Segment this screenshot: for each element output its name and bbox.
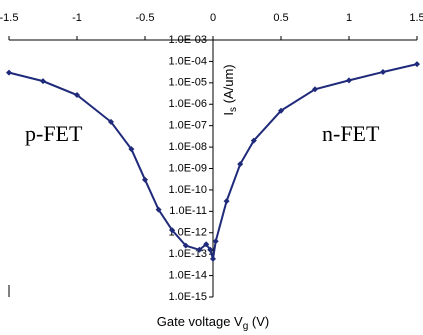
y-label-part: (A/um) <box>221 64 236 107</box>
y-tick-label: 1.0E-04 <box>168 55 207 67</box>
point <box>212 238 219 245</box>
y-tick-label: 1.0E-09 <box>168 162 207 174</box>
point <box>250 137 257 144</box>
point <box>6 69 12 76</box>
y-tick-label: 1.0E-14 <box>168 269 207 281</box>
x-tick-label: -0.5 <box>136 12 155 24</box>
y-axis-label: Is (A/um) <box>221 64 238 115</box>
point <box>74 92 80 99</box>
annotation: p-FET <box>25 121 83 146</box>
y-tick-label: 1.0E-11 <box>169 205 207 217</box>
point <box>346 77 352 84</box>
point <box>128 146 135 153</box>
y-label-part: I <box>221 112 236 116</box>
y-tick-label: 1.0E-13 <box>168 248 207 260</box>
x-label-part: Gate voltage V <box>157 314 243 329</box>
point <box>155 206 162 213</box>
point <box>207 246 214 253</box>
point <box>312 86 318 93</box>
y-tick-label: 1.0E-03 <box>168 34 207 46</box>
x-label-sub: g <box>243 321 249 332</box>
point <box>40 78 46 85</box>
y-label-sub: s <box>228 107 239 112</box>
y-tick-label: 1.0E-07 <box>168 120 207 132</box>
x-tick-label: -1.5 <box>0 12 18 24</box>
annotation: n-FET <box>322 121 380 146</box>
point <box>182 242 189 249</box>
point <box>196 246 203 253</box>
y-tick-label: 1.0E-08 <box>168 141 207 153</box>
point <box>380 69 386 76</box>
series-line <box>8 63 418 260</box>
y-tick-label: 1.0E-05 <box>168 77 207 89</box>
point <box>210 255 216 262</box>
x-tick-label: 1 <box>346 12 352 24</box>
point <box>223 198 230 205</box>
point <box>142 176 148 183</box>
y-tick-label: 1.0E-10 <box>168 184 207 196</box>
x-axis-label: Gate voltage Vg (V) <box>157 314 270 331</box>
x-tick-label: 0 <box>210 12 216 24</box>
point <box>169 227 176 234</box>
point <box>278 107 284 114</box>
y-tick-label: 1.0E-15 <box>168 291 207 303</box>
point <box>203 241 210 248</box>
y-tick-label: 1.0E-06 <box>168 98 207 110</box>
point <box>108 118 114 125</box>
x-tick-label: 0.5 <box>273 12 288 24</box>
x-label-part: (V) <box>248 314 269 329</box>
x-tick-label: -1 <box>72 12 82 24</box>
x-tick-label: 1.5 <box>409 12 423 24</box>
point <box>414 61 420 68</box>
point <box>237 161 244 168</box>
